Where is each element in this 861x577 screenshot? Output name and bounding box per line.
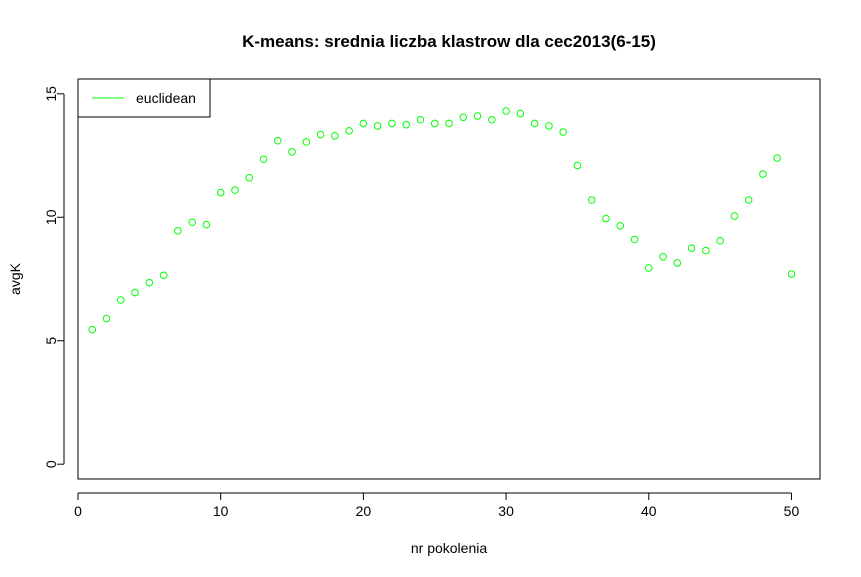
data-point	[787, 270, 796, 278]
x-tick-label: 40	[641, 503, 657, 519]
data-point	[388, 119, 396, 128]
data-point	[231, 186, 239, 194]
data-point	[659, 252, 667, 261]
x-tick-label: 50	[784, 503, 800, 519]
data-point	[545, 122, 553, 130]
data-point	[331, 131, 339, 140]
data-point	[759, 170, 767, 178]
data-point	[602, 214, 610, 223]
data-point	[473, 112, 482, 120]
data-point	[245, 173, 254, 182]
data-point	[516, 109, 525, 118]
data-point	[773, 154, 781, 162]
data-point	[630, 235, 639, 244]
plot-area-border	[77, 78, 821, 480]
x-tick-label: 20	[356, 503, 372, 519]
y-tick-label: 15	[43, 86, 59, 102]
data-point	[402, 120, 410, 129]
x-axis-label: nr pokolenia	[411, 540, 487, 556]
data-point	[502, 107, 510, 115]
data-point	[316, 130, 325, 139]
series-euclidean-points	[88, 107, 796, 334]
y-tick-label: 5	[43, 337, 59, 345]
data-point	[288, 148, 296, 156]
data-point	[345, 127, 353, 135]
data-point	[202, 220, 211, 229]
data-point	[687, 244, 696, 252]
y-tick-label: 10	[43, 209, 59, 225]
data-point	[117, 296, 125, 304]
chart-title: K-means: srednia liczba klastrow dla cec…	[242, 32, 656, 51]
data-point	[259, 155, 268, 164]
data-point	[88, 325, 97, 334]
data-point	[673, 259, 682, 267]
data-point	[131, 288, 139, 297]
data-point	[416, 115, 425, 124]
data-point	[573, 161, 582, 170]
data-point	[373, 122, 382, 130]
x-tick-label: 10	[213, 503, 229, 519]
data-point	[359, 119, 368, 128]
data-point	[730, 212, 739, 220]
data-point	[174, 227, 182, 235]
x-axis: 0 10 20 30 40 50	[74, 492, 800, 519]
y-axis: 0 5 10 15	[43, 86, 65, 468]
data-point	[188, 218, 196, 227]
data-point	[445, 119, 453, 128]
data-point	[159, 271, 168, 280]
x-tick-label: 30	[498, 503, 514, 519]
data-point	[273, 136, 282, 145]
data-point	[459, 113, 468, 122]
data-point	[616, 222, 625, 230]
x-tick-label: 0	[74, 503, 82, 519]
data-point	[716, 236, 724, 245]
data-point	[216, 188, 225, 197]
y-axis-label: avgK	[7, 262, 23, 295]
data-point	[102, 314, 111, 323]
data-point	[644, 264, 653, 272]
legend: euclidean	[77, 78, 211, 118]
data-point	[302, 138, 311, 146]
data-point	[430, 119, 439, 128]
data-point	[530, 119, 539, 128]
data-point	[744, 196, 753, 204]
data-point	[488, 115, 496, 124]
y-tick-label: 0	[43, 460, 59, 468]
legend-label-euclidean: euclidean	[136, 90, 196, 106]
data-point	[559, 128, 567, 136]
data-point	[702, 246, 710, 255]
data-point	[145, 278, 154, 287]
data-point	[587, 196, 596, 204]
